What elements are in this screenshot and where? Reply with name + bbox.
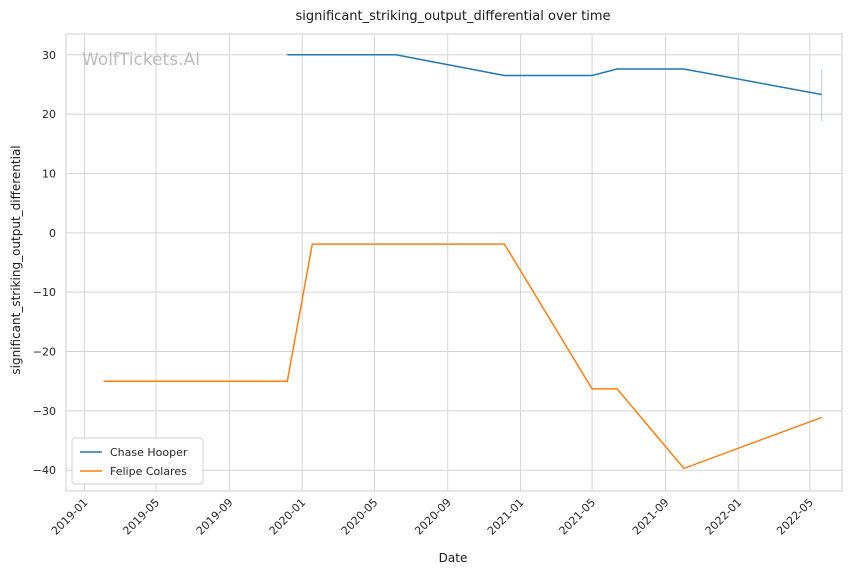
y-tick-label: −40 (33, 464, 56, 477)
y-tick-label: −10 (33, 286, 56, 299)
plot-frame (65, 33, 843, 492)
y-tick-label: −20 (33, 346, 56, 359)
series-layer (103, 54, 823, 470)
x-tick-label: 2019-05 (120, 496, 162, 538)
legend-box (71, 437, 204, 485)
y-tick-labels: 30 20 10 0 −10 −20 −30 −40 (33, 49, 56, 477)
y-tick-label: 10 (42, 167, 56, 180)
gridlines (65, 33, 843, 492)
x-tick-label: 2019-01 (49, 496, 91, 538)
series-line-2 (103, 243, 822, 470)
x-tick-labels: 2019-01 2019-05 2019-09 2020-01 2020-05 2020-… (49, 496, 816, 538)
legend-label-1: Chase Hooper (110, 446, 188, 459)
x-tick-label: 2022-01 (703, 496, 745, 538)
x-tick-label: 2021-05 (557, 496, 599, 538)
y-tick-label: 20 (42, 108, 56, 121)
x-tick-label: 2022-05 (774, 496, 816, 538)
y-axis-label: significant_striking_output_differential (9, 145, 23, 374)
x-tick-label: 2020-01 (267, 496, 309, 538)
x-tick-label: 2020-05 (339, 496, 381, 538)
legend-label-2: Felipe Colares (110, 465, 187, 478)
y-tick-label: 30 (42, 49, 56, 62)
legend: Chase Hooper Felipe Colares (71, 437, 204, 485)
y-tick-label: −30 (33, 405, 56, 418)
y-tick-label: 0 (49, 227, 56, 240)
x-axis-label: Date (439, 551, 468, 565)
chart-title: significant_striking_output_differential… (296, 9, 611, 24)
x-tick-label: 2021-01 (485, 496, 527, 538)
x-tick-label: 2020-09 (412, 496, 454, 538)
watermark-text: WolfTickets.AI (82, 50, 200, 70)
x-tick-label: 2019-09 (194, 496, 236, 538)
series-line-1 (287, 54, 822, 96)
x-tick-label: 2021-09 (630, 496, 672, 538)
